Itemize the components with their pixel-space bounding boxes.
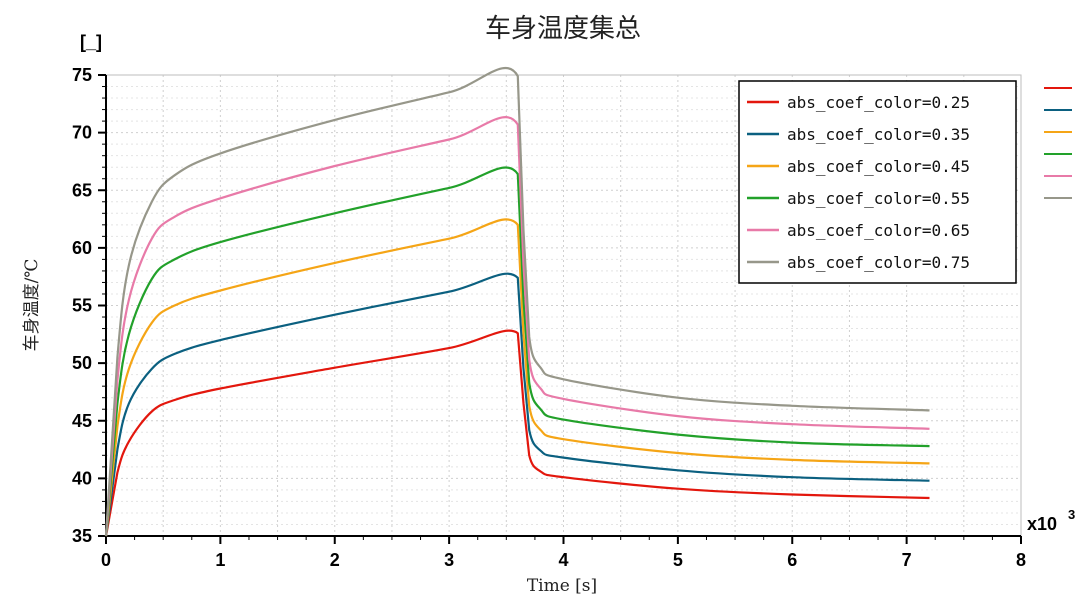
legend-label: abs_coef_color=0.75 [787,253,970,272]
legend-label: abs_coef_color=0.25 [787,93,970,112]
series-line [104,272,930,537]
x-tick-label: 7 [902,550,912,570]
y-tick-label: 55 [72,296,92,316]
x-tick-label: 5 [673,550,683,570]
y-tick-label: 50 [72,353,92,373]
y-axis-label: 车身温度/℃ [22,259,42,352]
series-line [104,329,930,537]
y-tick-label: 65 [72,180,92,200]
x-tick-label: 0 [101,550,111,570]
legend-box [738,80,1017,284]
y-tick-label: 45 [72,411,92,431]
y-tick-label: 75 [72,65,92,85]
x-tick-label: 4 [558,550,568,570]
y-tick-label: 40 [72,468,92,488]
x-tick-label: 2 [330,550,340,570]
series-line [104,67,930,537]
grid [106,75,1021,536]
y-tick-label: 70 [72,123,92,143]
legend-label: abs_coef_color=0.45 [787,157,970,176]
legend-label: abs_coef_color=0.55 [787,189,970,208]
chart-title: 车身温度集总 [485,14,641,44]
legend-label: abs_coef_color=0.35 [787,125,970,144]
x-tick-label: 6 [787,550,797,570]
x-tick-label: 3 [444,550,454,570]
series-lines [104,67,930,537]
x-multiplier-base: x10 [1027,514,1057,534]
legend-label: abs_coef_color=0.65 [787,221,970,240]
x-multiplier-label: x10 [1027,514,1057,534]
series-line [104,116,930,537]
series-line [104,166,930,537]
y-tick-label: 35 [72,526,92,546]
y-tick-label: 60 [72,238,92,258]
side-legend [1044,87,1072,199]
x-tick-label: 1 [215,550,225,570]
y-unit-label: [_] [80,32,102,52]
x-tick-label: 8 [1016,550,1026,570]
x-multiplier-exponent: 3 [1068,507,1075,522]
series-line [104,218,930,537]
legend: abs_coef_color=0.25 abs_coef_color=0.35ab… [738,80,1017,284]
x-axis-label: Time [s] [527,576,597,596]
